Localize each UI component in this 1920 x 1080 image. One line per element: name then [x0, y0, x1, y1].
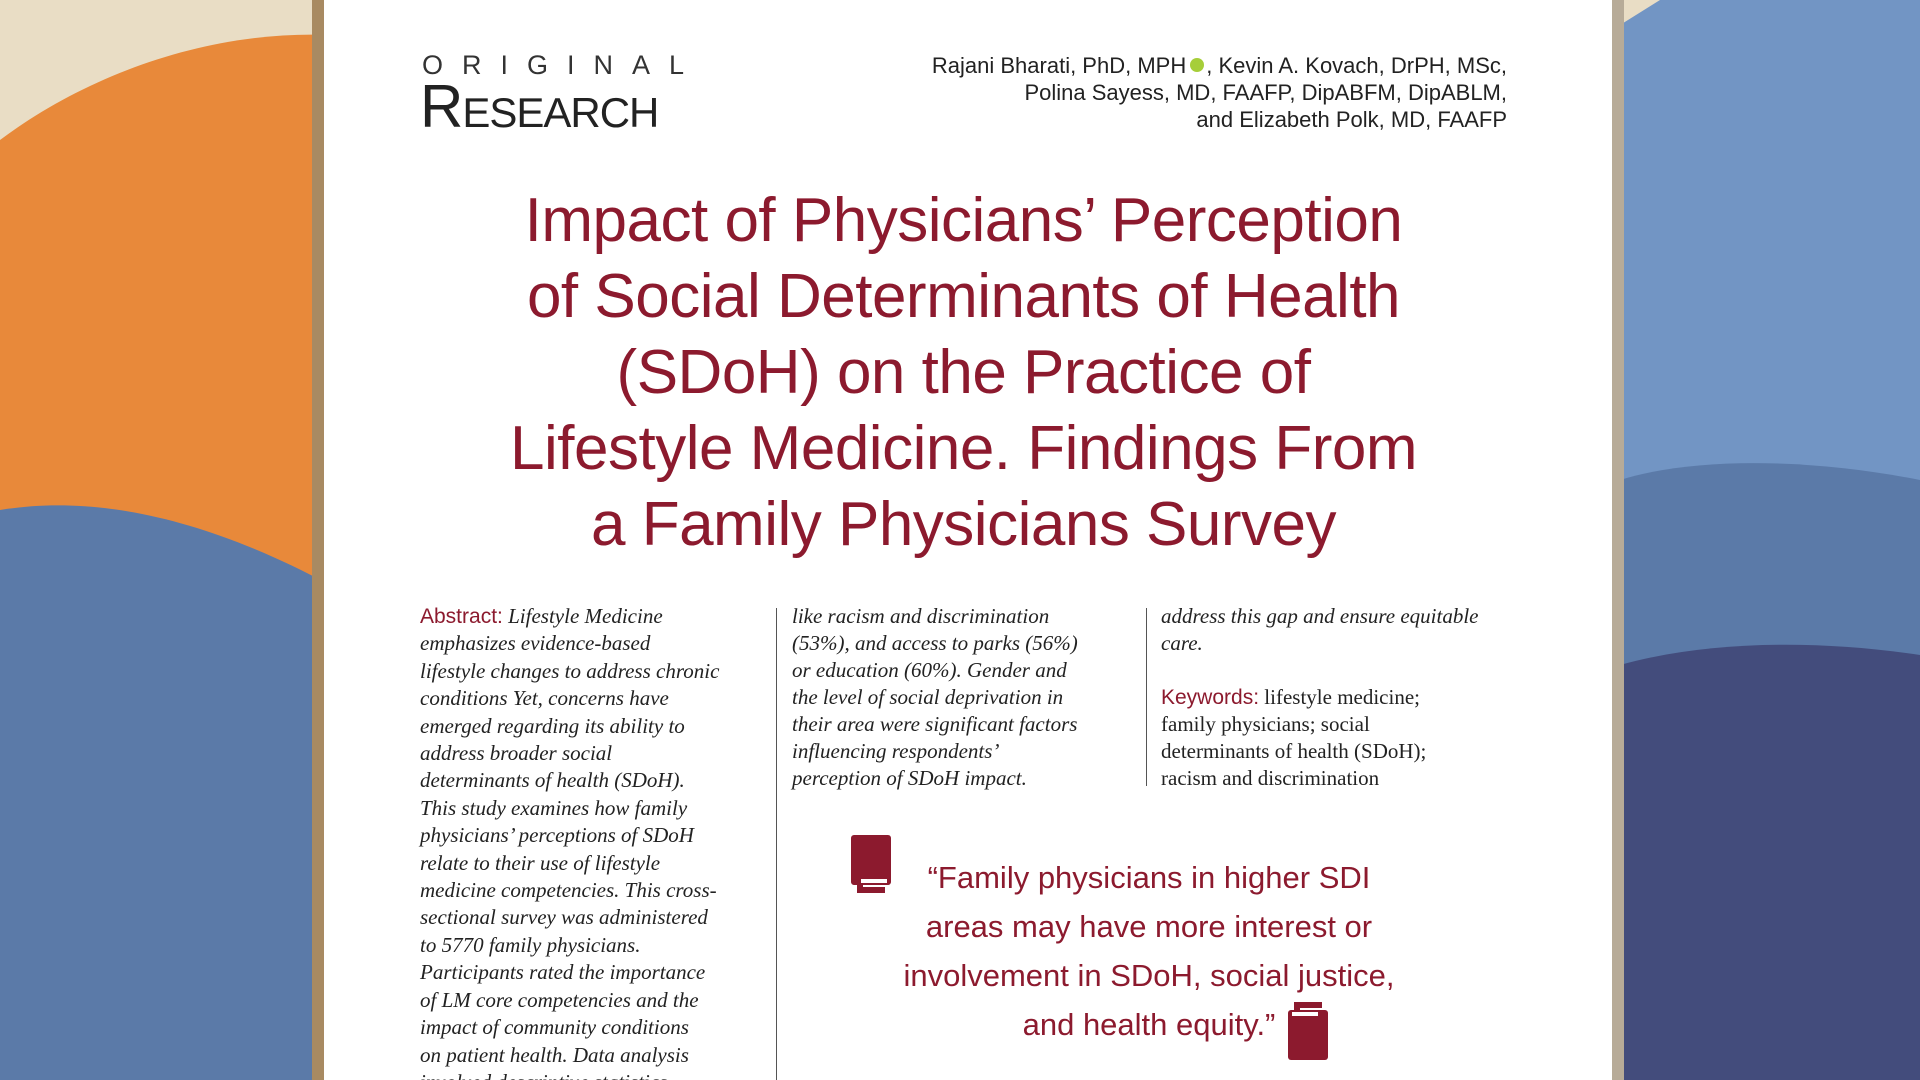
abstract-line: (53%), and access to parks (56%): [792, 631, 1078, 655]
pull-quote-line: areas may have more interest or: [925, 909, 1373, 944]
author-line: Rajani Bharati, PhD, MPH , Kevin A. Kovac…: [747, 52, 1507, 79]
title-line: a Family Physicians Survey: [590, 490, 1337, 559]
abstract-line: emphasizes evidence-based: [420, 631, 651, 656]
abstract-column: Abstract: Lifestyle Medicine emphasizes …: [420, 603, 765, 1080]
keywords-label: Keywords:: [1161, 686, 1260, 709]
author-line: Polina Sayess, MD, FAAFP, DipABFM, DipAB…: [1024, 80, 1507, 105]
section-label: ORIGINAL Research: [420, 52, 703, 137]
abstract-column-3: address this gap and ensure equitable ca…: [1161, 603, 1511, 792]
keywords-line: determinants of health (SDoH);: [1161, 739, 1427, 763]
abstract-line: address this gap and ensure equitable: [1161, 604, 1479, 628]
pull-quote-line: and health equity.”: [1022, 1007, 1276, 1042]
pull-quote-line: involvement in SDoH, social justice,: [903, 958, 1395, 993]
pull-quote-line: “Family physicians in higher SDI: [927, 860, 1371, 895]
abstract-line: address broader social: [420, 741, 613, 766]
abstract-line: or education (60%). Gender and: [792, 658, 1067, 682]
title-line: of Social Determinants of Health: [526, 262, 1401, 331]
title-line: (SDoH) on the Practice of: [616, 338, 1311, 407]
abstract-line: perception of SDoH impact.: [792, 766, 1027, 790]
author-name: , Kevin A. Kovach, DrPH, MSc,: [1206, 53, 1507, 78]
abstract-line: like racism and discrimination: [792, 604, 1050, 628]
author-name: Rajani Bharati, PhD, MPH: [931, 53, 1187, 78]
abstract-line: Lifestyle Medicine: [502, 604, 663, 628]
quote-open-icon: [851, 835, 891, 893]
keywords-line: lifestyle medicine;: [1259, 685, 1420, 709]
background-shapes-right: [1620, 0, 1920, 1080]
abstract-line: This study examines how family: [420, 795, 688, 820]
abstract-line: influencing respondents’: [792, 739, 1000, 763]
orcid-icon[interactable]: [1190, 58, 1205, 72]
column-divider: [776, 608, 777, 1080]
abstract-column-2: like racism and discrimination (53%), an…: [792, 603, 1132, 792]
abstract-line: care.: [1161, 631, 1203, 655]
background-shapes-left: [0, 0, 330, 1080]
abstract-line: sectional survey was administered: [420, 905, 708, 930]
abstract-line: to 5770 family physicians.: [420, 932, 641, 957]
abstract-line: impact of community conditions: [420, 1015, 689, 1040]
author-line: and Elizabeth Polk, MD, FAAFP: [1196, 107, 1507, 132]
keywords-line: family physicians; social: [1161, 712, 1370, 736]
abstract-line: determinants of health (SDoH).: [420, 768, 685, 793]
abstract-line: on patient health. Data analysis: [420, 1042, 689, 1067]
paper-edge: [1612, 0, 1624, 1080]
title-line: Impact of Physicians’ Perception: [524, 186, 1403, 255]
abstract-line: involved descriptive statistics: [420, 1069, 765, 1080]
abstract-label: Abstract:: [420, 605, 503, 628]
article-page: ORIGINAL Research Rajani Bharati, PhD, M…: [324, 0, 1612, 1080]
section-label-bottom: Research: [420, 73, 659, 140]
pull-quote: “Family physicians in higher SDI areas m…: [794, 853, 1504, 1049]
abstract-line: of LM core competencies and the: [420, 987, 699, 1012]
abstract-line: conditions Yet, concerns have: [420, 686, 669, 711]
abstract-line: relate to their use of lifestyle: [420, 850, 661, 875]
author-list: Rajani Bharati, PhD, MPH , Kevin A. Kovac…: [747, 52, 1507, 133]
abstract-line: emerged regarding its ability to: [420, 713, 685, 738]
keywords-block: Keywords: lifestyle medicine; family phy…: [1161, 684, 1511, 792]
quote-close-icon: [1288, 1002, 1328, 1060]
abstract-line: lifestyle changes to address chronic: [420, 658, 720, 683]
paper-edge: [312, 0, 324, 1080]
article-title: Impact of Physicians’ Perception of Soci…: [420, 183, 1507, 563]
column-divider: [1146, 608, 1147, 786]
abstract-line: their area were significant factors: [792, 712, 1078, 736]
keywords-line: racism and discrimination: [1161, 766, 1380, 790]
abstract-line: physicians’ perceptions of SDoH: [420, 823, 694, 848]
abstract-line: the level of social deprivation in: [792, 685, 1064, 709]
title-line: Lifestyle Medicine. Findings From: [510, 414, 1417, 483]
abstract-line: Participants rated the importance: [420, 960, 706, 985]
abstract-line: medicine competencies. This cross-: [420, 878, 717, 903]
section-label-top: ORIGINAL: [422, 50, 704, 80]
